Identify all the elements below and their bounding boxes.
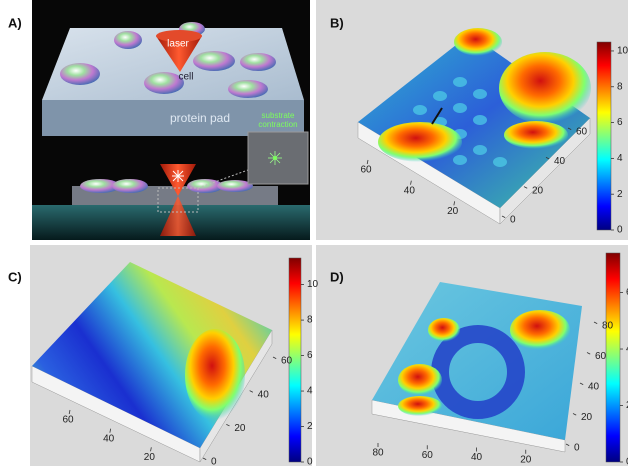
axis-tick-label: 0 xyxy=(574,443,580,454)
inset-label: substrate xyxy=(262,111,295,120)
colorbar-tick-label: 0 xyxy=(307,457,313,466)
colorbar-tick-label: 6 xyxy=(617,117,623,128)
axis-tick-label: 80 xyxy=(602,321,614,332)
laser-label: laser xyxy=(167,39,189,50)
page: {"panels": [ {"label": "A)", "laser": "l… xyxy=(0,0,628,466)
axis-tick-label: 20 xyxy=(234,423,246,434)
axis-tick-label: 40 xyxy=(258,389,270,400)
cell xyxy=(114,31,142,49)
cell xyxy=(228,80,268,98)
peak xyxy=(504,121,568,149)
contraction-point xyxy=(273,156,277,160)
axis-tick-label: 40 xyxy=(588,382,600,393)
peak xyxy=(398,364,442,396)
peak xyxy=(378,122,462,162)
panel-a: laser cell protein pad substrate contrac… xyxy=(32,0,310,240)
colorbar-tick-label: 2 xyxy=(617,189,623,200)
axis-tick-label: 0 xyxy=(510,215,516,226)
axis-tick-label: 60 xyxy=(360,165,372,176)
colorbar-tick-label: 4 xyxy=(307,386,313,397)
peak xyxy=(398,396,442,416)
peak xyxy=(499,52,591,124)
peak xyxy=(428,318,460,342)
panel-label: C) xyxy=(8,269,22,284)
panel-d xyxy=(316,245,628,466)
colorbar-tick-label: 8 xyxy=(617,81,623,92)
axis-tick-label: 0 xyxy=(211,457,217,466)
panel-label: B) xyxy=(330,15,344,30)
axis-tick-label: 20 xyxy=(520,454,532,465)
colorbar-tick-label: 2 xyxy=(307,421,313,432)
colorbar-tick-label: 6 xyxy=(307,350,313,361)
colorbar xyxy=(606,253,620,462)
cell-label: cell xyxy=(178,72,193,83)
axis-tick-label: 60 xyxy=(422,450,434,461)
axis-tick-label: 40 xyxy=(554,156,566,167)
axis-tick-label: 40 xyxy=(103,433,115,444)
axis-tick-label: 60 xyxy=(576,127,588,138)
colorbar-tick-label: 10 xyxy=(307,279,319,290)
axis-tick-label: 60 xyxy=(281,356,293,367)
cell xyxy=(60,63,100,85)
axis-tick-label: 20 xyxy=(532,185,544,196)
axis-tick-label: 20 xyxy=(581,412,593,423)
pad-label: protein pad xyxy=(170,111,230,125)
cell xyxy=(240,53,276,71)
panel-b xyxy=(316,0,628,240)
panel-label: A) xyxy=(8,15,22,30)
colorbar-tick-label: 10 xyxy=(617,46,628,57)
colorbar-tick-label: 0 xyxy=(617,225,623,236)
colorbar-tick-label: 8 xyxy=(307,315,313,326)
axis-tick-label: 80 xyxy=(372,448,384,459)
panel-c xyxy=(30,245,312,466)
peak xyxy=(454,28,502,56)
axis-tick-label: 60 xyxy=(595,351,607,362)
axis-tick-label: 40 xyxy=(471,452,483,463)
axis-tick-label: 40 xyxy=(404,185,416,196)
cell xyxy=(193,51,235,71)
figure: laser cell protein pad substrate contrac… xyxy=(0,0,628,466)
axis-tick-label: 20 xyxy=(144,452,156,463)
axis-tick-label: 20 xyxy=(447,206,459,217)
axis-tick-label: 60 xyxy=(62,415,74,426)
force-arrows xyxy=(172,170,184,182)
colorbar-tick-label: 4 xyxy=(617,153,623,164)
inset-label: contraction xyxy=(258,120,297,129)
colorbar xyxy=(597,42,611,230)
cell xyxy=(112,179,148,193)
peak xyxy=(510,310,570,350)
peak xyxy=(185,329,245,421)
panel-label: D) xyxy=(330,269,344,284)
